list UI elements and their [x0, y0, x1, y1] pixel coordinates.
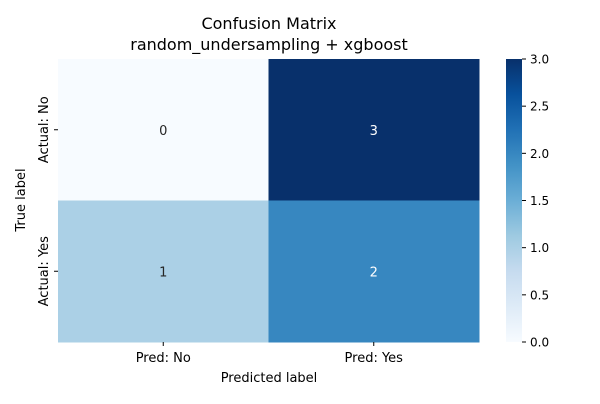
heatmap-cells [58, 59, 480, 343]
colorbar-tick-label: 3.0 [530, 53, 549, 67]
colorbar-tick-label: 1.5 [530, 194, 549, 208]
heatmap-cell [58, 200, 269, 343]
colorbar-tick-label: 0.0 [530, 336, 549, 350]
colorbar-ticks: 0.0 0.5 1.0 1.5 2.0 2.5 3.0 [522, 53, 549, 350]
cell-value-label: 0 [159, 124, 167, 139]
y-tick-label: Actual: No [37, 96, 52, 163]
x-tick-label: Pred: Yes [345, 351, 404, 366]
y-axis-ticks: Actual: No Actual: Yes [37, 96, 58, 306]
heatmap-cell-labels: 0 3 1 2 [159, 124, 378, 281]
cell-value-label: 1 [159, 265, 167, 280]
colorbar-tick-label: 1.0 [530, 241, 549, 255]
chart-subtitle: random_undersampling + xgboost [130, 35, 408, 55]
x-axis-label: Predicted label [221, 371, 318, 386]
heatmap-cell [58, 59, 269, 201]
chart-title: Confusion Matrix [201, 14, 336, 33]
heatmap-cell [268, 59, 480, 201]
cell-value-label: 2 [370, 265, 378, 280]
y-tick-label: Actual: Yes [37, 236, 52, 306]
colorbar-tick-label: 2.5 [530, 100, 549, 114]
x-axis-ticks: Pred: No Pred: Yes [136, 342, 403, 366]
y-axis-label: True label [14, 168, 29, 232]
colorbar-tick-label: 0.5 [530, 288, 549, 302]
colorbar [506, 59, 522, 342]
heatmap-cell [268, 200, 480, 343]
cell-value-label: 3 [370, 124, 378, 139]
x-tick-label: Pred: No [136, 351, 191, 366]
colorbar-tick-label: 2.0 [530, 147, 549, 161]
